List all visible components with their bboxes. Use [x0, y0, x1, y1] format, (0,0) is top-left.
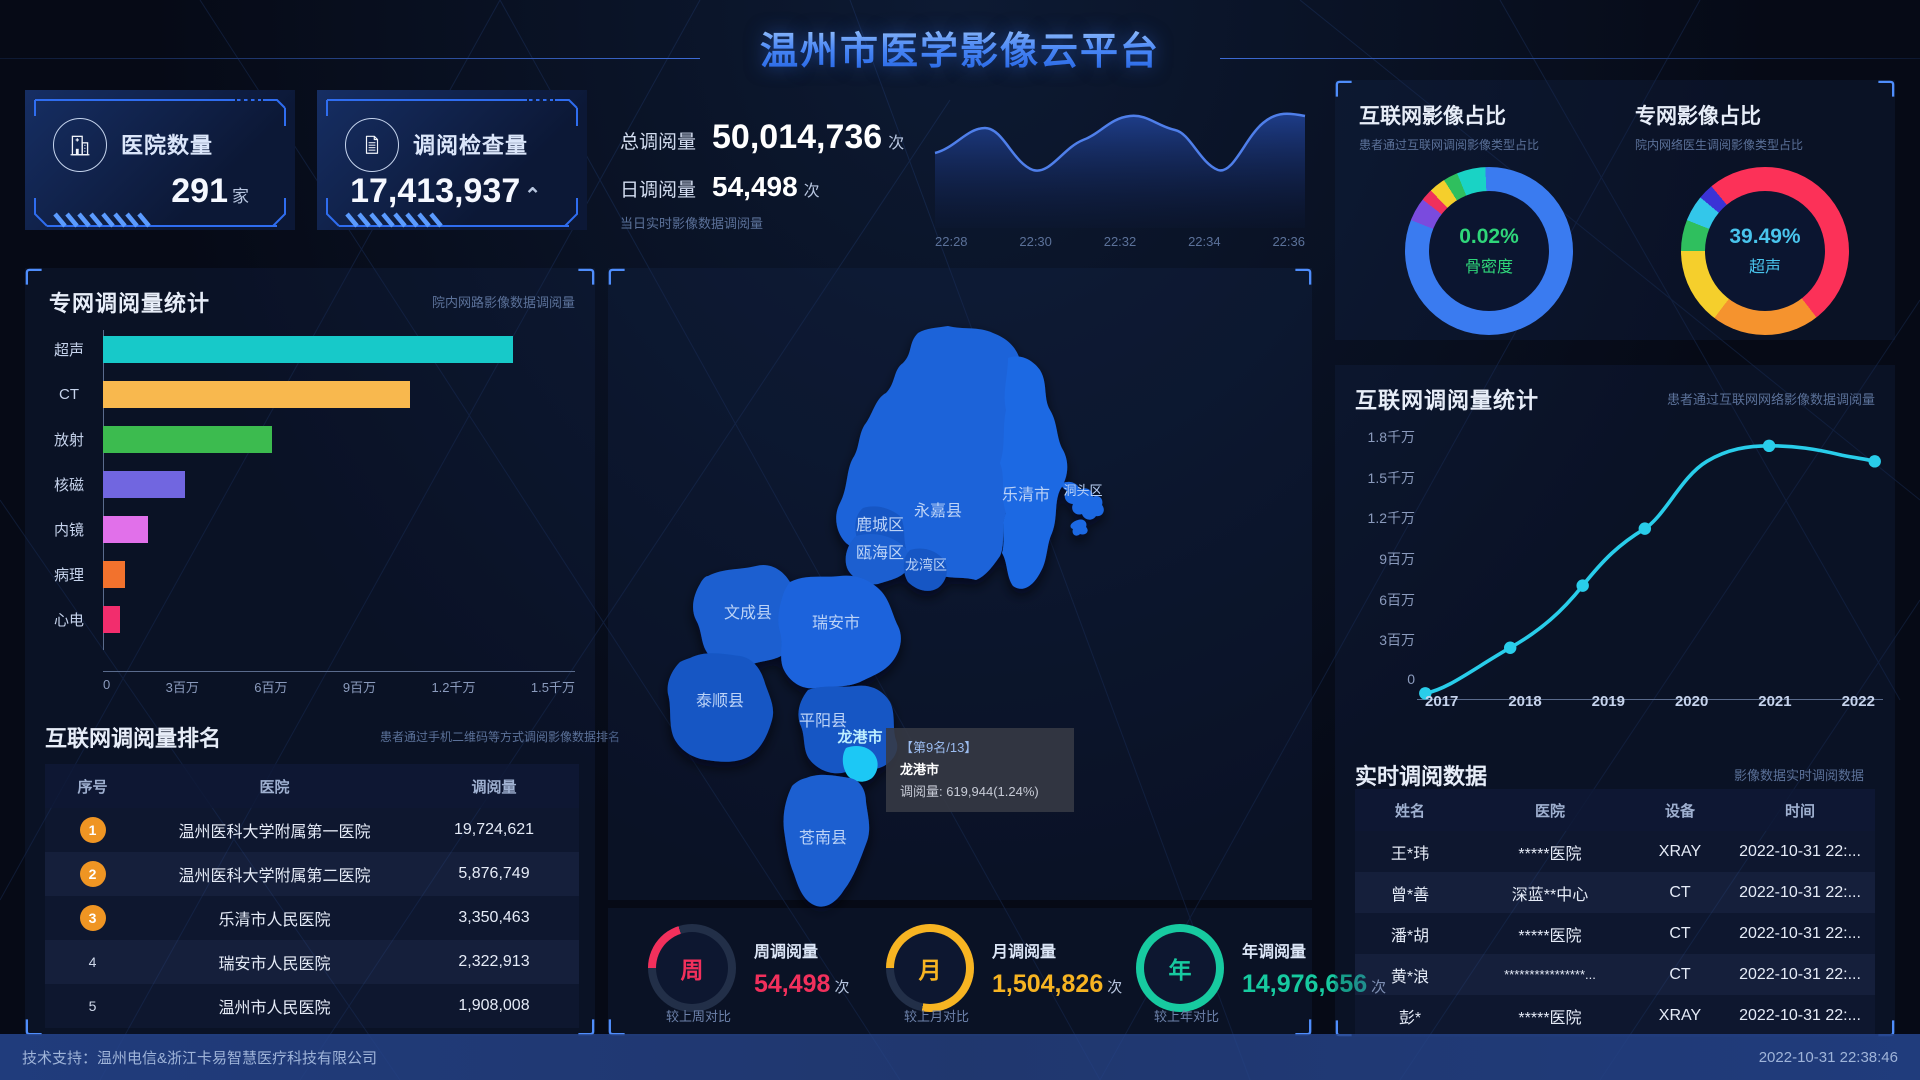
svg-text:龙湾区: 龙湾区 — [905, 557, 947, 573]
svg-text:鹿城区: 鹿城区 — [856, 516, 904, 534]
svg-text:龙港市: 龙港市 — [836, 728, 882, 746]
svg-text:平阳县: 平阳县 — [799, 712, 847, 730]
svg-text:永嘉县: 永嘉县 — [914, 502, 962, 520]
svg-text:瑞安市: 瑞安市 — [812, 614, 860, 632]
svg-text:苍南县: 苍南县 — [799, 829, 847, 847]
svg-text:乐清市: 乐清市 — [1002, 486, 1050, 504]
svg-text:瓯海区: 瓯海区 — [856, 544, 904, 562]
svg-text:洞头区: 洞头区 — [1063, 483, 1102, 498]
svg-text:泰顺县: 泰顺县 — [696, 692, 744, 710]
svg-text:文成县: 文成县 — [724, 604, 772, 622]
